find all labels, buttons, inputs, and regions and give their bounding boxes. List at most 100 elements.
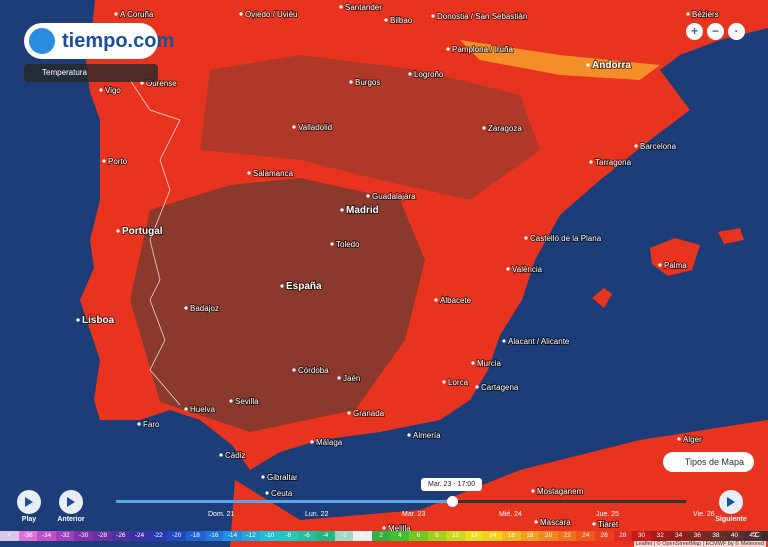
previous-button[interactable] <box>59 490 83 514</box>
place-label: A Coruña <box>120 10 154 19</box>
place-dot <box>247 171 251 175</box>
place-label: Valladolid <box>298 123 332 132</box>
legend-item: -20 <box>167 531 186 541</box>
timeline-day[interactable]: Mar. 23 <box>402 511 426 518</box>
place-dot <box>531 489 535 493</box>
place-dot <box>219 453 223 457</box>
legend-item: 42 <box>743 531 763 541</box>
logo[interactable]: tiempo.com <box>24 23 174 59</box>
place-dot <box>265 491 269 495</box>
legend-item: 30 <box>632 531 651 541</box>
timeline-day[interactable]: Mié. 24 <box>499 511 522 518</box>
place-dot <box>524 236 528 240</box>
map-type-button[interactable]: Tipos de Mapa <box>662 452 754 472</box>
place-dot <box>184 407 188 411</box>
place-dot <box>330 242 334 246</box>
legend-item: 2 <box>371 531 391 541</box>
place-label: Toledo <box>336 240 360 249</box>
place-label: Oviedo / Uviéu <box>245 10 297 19</box>
legend-item: 4 <box>390 531 410 541</box>
play-label: Play <box>21 516 37 523</box>
place-label: Cartagena <box>481 383 519 392</box>
place-label: Almería <box>413 431 441 440</box>
place-dot <box>677 437 681 441</box>
hot-interior <box>130 178 425 432</box>
place-dot <box>339 5 343 9</box>
locate[interactable]: · <box>728 23 745 40</box>
legend-item: 0 <box>353 531 372 541</box>
legend-item: -18 <box>185 531 205 541</box>
attribution: Leaflet | © OpenStreetMap | ECMWF by © M… <box>633 541 766 547</box>
place-dot <box>634 144 638 148</box>
legend-item: -24 <box>130 531 149 541</box>
place-label: Portugal <box>122 226 163 237</box>
zoom-out[interactable]: − <box>707 23 724 40</box>
place-label: Santander <box>345 3 382 12</box>
place-label: Murcia <box>477 359 502 368</box>
place-label: Porto <box>108 157 128 166</box>
place-label: Málaga <box>316 438 343 447</box>
place-dot <box>140 81 144 85</box>
legend-item: 28 <box>613 531 633 541</box>
legend-item: 20 <box>539 531 558 541</box>
place-dot <box>658 263 662 267</box>
menorca <box>718 228 744 244</box>
place-label: Albacete <box>440 296 472 305</box>
legend-item: -30 <box>74 531 93 541</box>
place-dot <box>589 160 593 164</box>
timeline-day[interactable]: Vie. 26 <box>693 511 715 518</box>
place-dot <box>261 475 265 479</box>
timeline-day[interactable]: Dom. 21 <box>208 511 235 518</box>
legend-item: -6 <box>297 531 317 541</box>
place-dot <box>99 88 103 92</box>
place-label: València <box>512 265 543 274</box>
place-label: Madrid <box>346 205 379 216</box>
timeline-track[interactable] <box>116 500 686 503</box>
legend-item: -2 <box>334 531 354 541</box>
legend-item: -8 <box>278 531 298 541</box>
play-button[interactable] <box>17 490 41 514</box>
timeline-day[interactable]: Lun. 22 <box>305 511 329 518</box>
place-dot <box>384 18 388 22</box>
next-button[interactable] <box>719 490 743 514</box>
place-label: Béziers <box>692 10 719 19</box>
legend-item: 40 <box>725 531 744 541</box>
place-dot <box>506 267 510 271</box>
place-dot <box>310 440 314 444</box>
legend-item: 6 <box>409 531 428 541</box>
legend-item: 24 <box>576 531 595 541</box>
layer-button[interactable]: Temperatura <box>24 64 158 82</box>
legend-item: -26 <box>111 531 131 541</box>
logo-text: tiempo.com <box>62 29 175 52</box>
timeline-knob[interactable] <box>447 496 458 507</box>
place-dot <box>534 520 538 524</box>
place-dot <box>592 522 596 526</box>
legend-item: 18 <box>520 531 540 541</box>
land-africa <box>230 420 768 547</box>
place-dot <box>442 380 446 384</box>
place-label: Palma <box>664 261 687 270</box>
legend-item: -16 <box>204 531 224 541</box>
legend-item: 10 <box>446 531 465 541</box>
legend-item: -22 <box>148 531 168 541</box>
place-dot <box>102 159 106 163</box>
current-time: Mar. 23 - 17:00 <box>421 478 483 491</box>
place-label: Córdoba <box>298 366 329 375</box>
legend-unit: °C <box>752 532 760 539</box>
legend-item: -4 <box>316 531 335 541</box>
place-label: Mascara <box>540 518 571 527</box>
hot-north <box>200 55 540 200</box>
legend: < -36 -34 -32 -30 -28 -26 -24 -22 -20 -18 -16 -14 -12… <box>0 531 768 541</box>
place-label: Gibraltar <box>267 473 298 482</box>
place-dot <box>184 306 188 310</box>
previous-label: Anterior <box>57 516 85 523</box>
zoom-in[interactable]: + <box>686 23 703 40</box>
place-dot <box>280 284 284 288</box>
legend-item: 26 <box>595 531 614 541</box>
timeline-day[interactable]: Jue. 25 <box>596 511 619 518</box>
place-label: Andorra <box>592 60 631 71</box>
place-label: Sevilla <box>235 397 259 406</box>
place-label: Salamanca <box>253 169 294 178</box>
mallorca <box>650 238 700 276</box>
